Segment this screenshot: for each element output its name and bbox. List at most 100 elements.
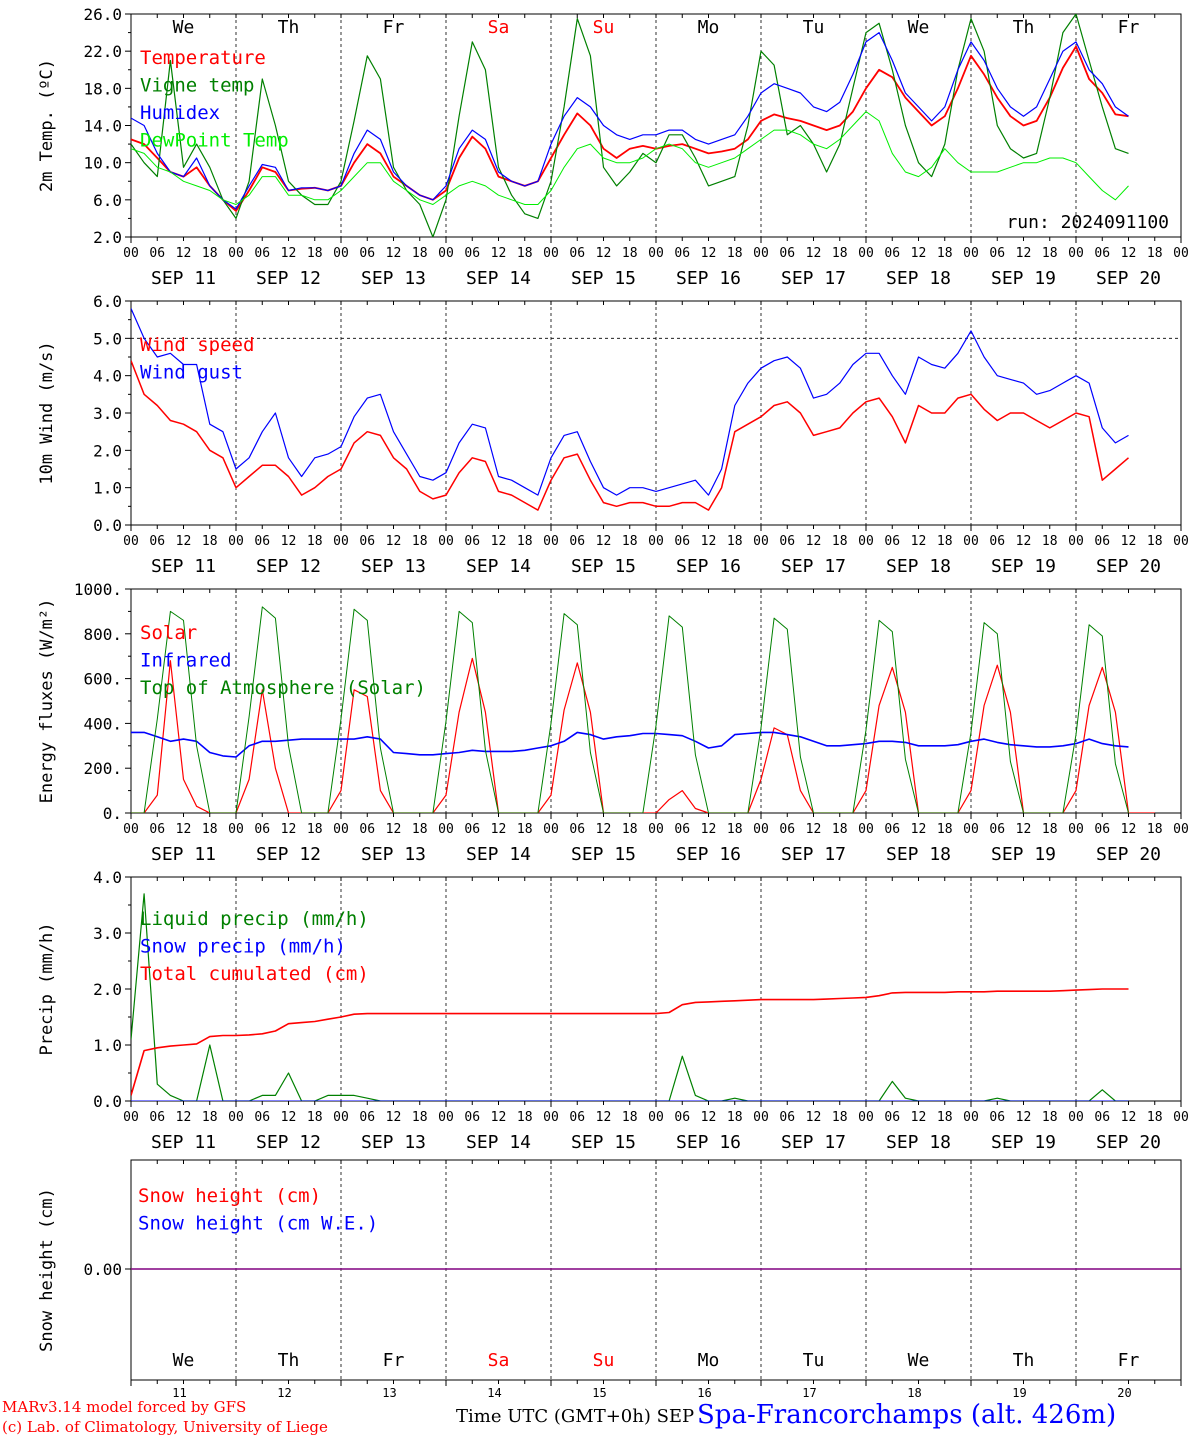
x-hour-label: 06 bbox=[464, 822, 480, 837]
series-line-total-cumulated-cm- bbox=[131, 988, 1129, 1096]
x-hour-label: 06 bbox=[569, 246, 585, 261]
x-hour-label: 06 bbox=[464, 1110, 480, 1125]
y-tick-label: 400. bbox=[83, 714, 122, 733]
x-day-label: SEP 16 bbox=[676, 268, 741, 289]
x-hour-label: 06 bbox=[779, 1110, 795, 1125]
x-hour-label: 12 bbox=[176, 246, 192, 261]
y-tick-label: 0.0 bbox=[93, 1092, 122, 1111]
y-tick-label: 4.0 bbox=[93, 868, 122, 887]
weekday-label-top: Th bbox=[278, 17, 300, 38]
x-hour-label: 18 bbox=[1042, 1110, 1058, 1125]
weekday-label-bottom: Th bbox=[278, 1350, 300, 1371]
x-hour-label: 06 bbox=[149, 822, 165, 837]
x-hour-label: 18 bbox=[202, 822, 218, 837]
x-day-label: SEP 15 bbox=[571, 268, 636, 289]
x-hour-label: 12 bbox=[911, 534, 927, 549]
x-hour-label: 18 bbox=[307, 1110, 323, 1125]
credit-line-2: (c) Lab. of Climatology, University of L… bbox=[2, 1418, 328, 1436]
x-hour-label: 00 bbox=[543, 822, 559, 837]
x-day-label: SEP 16 bbox=[676, 556, 741, 577]
x-hour-label: 00 bbox=[228, 534, 244, 549]
weekday-label-bottom: We bbox=[173, 1350, 195, 1371]
x-day-label: SEP 12 bbox=[256, 268, 321, 289]
x-hour-label: 06 bbox=[359, 534, 375, 549]
weekday-label-bottom: Sa bbox=[488, 1350, 510, 1371]
legend-entry: Total cumulated (cm) bbox=[140, 963, 369, 985]
x-hour-label: 00 bbox=[1173, 534, 1189, 549]
series-line-liquid-precip-mm-h- bbox=[131, 893, 1129, 1101]
x-hour-label: 06 bbox=[569, 822, 585, 837]
y-tick-label: 4.0 bbox=[93, 367, 122, 386]
x-day-label: SEP 18 bbox=[886, 1132, 951, 1153]
x-hour-label: 00 bbox=[753, 822, 769, 837]
x-hour-label: 00 bbox=[543, 534, 559, 549]
x-hour-label: 12 bbox=[1016, 822, 1032, 837]
day-number-label: 19 bbox=[1012, 1386, 1026, 1400]
y-tick-label: 1.0 bbox=[93, 479, 122, 498]
x-hour-label: 18 bbox=[937, 1110, 953, 1125]
weekday-label-top: Fr bbox=[383, 17, 405, 38]
x-day-label: SEP 19 bbox=[991, 556, 1056, 577]
x-hour-label: 12 bbox=[1016, 246, 1032, 261]
x-hour-label: 18 bbox=[307, 822, 323, 837]
x-day-label: SEP 13 bbox=[361, 556, 426, 577]
x-hour-label: 06 bbox=[884, 822, 900, 837]
legend-entry: Snow height (cm) bbox=[138, 1185, 321, 1207]
series-line-humidex bbox=[131, 31, 1129, 210]
legend-entry: Wind gust bbox=[140, 362, 243, 384]
weekday-label-top: Sa bbox=[488, 17, 510, 38]
x-hour-label: 18 bbox=[622, 246, 638, 261]
x-hour-label: 06 bbox=[254, 534, 270, 549]
x-hour-label: 06 bbox=[779, 822, 795, 837]
x-day-label: SEP 18 bbox=[886, 268, 951, 289]
x-hour-label: 06 bbox=[359, 246, 375, 261]
x-hour-label: 18 bbox=[1042, 534, 1058, 549]
series-line-wind-speed bbox=[131, 360, 1129, 511]
weekday-label-bottom: Fr bbox=[1118, 1350, 1140, 1371]
y-tick-label: 1000. bbox=[74, 580, 122, 599]
day-number-label: 13 bbox=[382, 1386, 396, 1400]
x-day-label: SEP 18 bbox=[886, 556, 951, 577]
x-hour-label: 12 bbox=[806, 246, 822, 261]
x-hour-label: 12 bbox=[806, 534, 822, 549]
x-hour-label: 00 bbox=[648, 246, 664, 261]
x-hour-label: 06 bbox=[359, 1110, 375, 1125]
x-hour-label: 12 bbox=[281, 534, 297, 549]
y-tick-label: 3.0 bbox=[93, 404, 122, 423]
x-hour-label: 00 bbox=[438, 1110, 454, 1125]
x-hour-label: 06 bbox=[779, 246, 795, 261]
x-hour-label: 12 bbox=[911, 246, 927, 261]
x-day-label: SEP 19 bbox=[991, 844, 1056, 865]
series-line-dewpoint-temp bbox=[131, 111, 1129, 205]
weekday-label-top: We bbox=[908, 17, 930, 38]
x-day-label: SEP 11 bbox=[151, 268, 216, 289]
x-day-label: SEP 15 bbox=[571, 556, 636, 577]
x-day-label: SEP 11 bbox=[151, 844, 216, 865]
station-title: Spa-Francorchamps (alt. 426m) bbox=[697, 1400, 1117, 1430]
x-hour-label: 12 bbox=[281, 1110, 297, 1125]
weekday-label-top: Tu bbox=[803, 17, 825, 38]
x-hour-label: 12 bbox=[176, 822, 192, 837]
x-hour-label: 06 bbox=[989, 534, 1005, 549]
y-tick-label: 0. bbox=[103, 804, 122, 823]
x-hour-label: 06 bbox=[1094, 246, 1110, 261]
x-hour-label: 18 bbox=[727, 246, 743, 261]
x-hour-label: 18 bbox=[832, 1110, 848, 1125]
y-tick-label: 2.0 bbox=[93, 228, 122, 247]
x-hour-label: 06 bbox=[884, 534, 900, 549]
x-day-label: SEP 12 bbox=[256, 1132, 321, 1153]
x-hour-label: 00 bbox=[753, 246, 769, 261]
x-hour-label: 12 bbox=[596, 534, 612, 549]
x-hour-label: 06 bbox=[884, 1110, 900, 1125]
x-hour-label: 12 bbox=[386, 822, 402, 837]
x-day-label: SEP 17 bbox=[781, 844, 846, 865]
x-day-label: SEP 20 bbox=[1096, 268, 1161, 289]
y-tick-label: 14.0 bbox=[83, 117, 122, 136]
x-hour-label: 12 bbox=[491, 246, 507, 261]
y-axis-label: Precip (mm/h) bbox=[37, 922, 57, 1055]
x-hour-label: 12 bbox=[596, 1110, 612, 1125]
legend-entry: Snow height (cm W.E.) bbox=[138, 1213, 378, 1235]
x-hour-label: 18 bbox=[412, 246, 428, 261]
x-hour-label: 12 bbox=[911, 822, 927, 837]
x-hour-label: 12 bbox=[701, 1110, 717, 1125]
